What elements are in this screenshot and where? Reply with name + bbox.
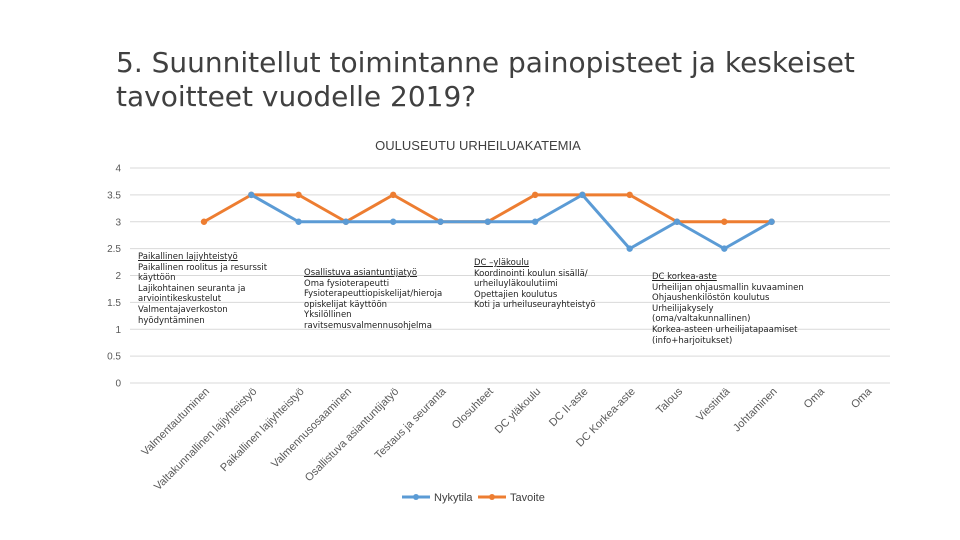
series-nykytila	[248, 191, 775, 252]
note-line: arviointikeskustelut	[138, 294, 222, 305]
data-point	[626, 191, 633, 199]
series-line	[250, 193, 773, 251]
y-tick-label: 0.5	[107, 352, 121, 363]
note-dc-ylakoulu: DC –yläkoulu Koordinointi koulun sisällä…	[474, 258, 596, 311]
legend-label: Nykytila	[434, 492, 473, 504]
data-point	[721, 245, 728, 252]
note-line: Koti ja urheiluseurayhteistyö	[474, 300, 596, 311]
note-line: Lajikohtainen seuranta ja	[138, 283, 246, 294]
y-axis-ticks: 0 0.5 1 1.5 2 2.5 3 3.5 4	[107, 164, 121, 390]
legend-label: Tavoite	[510, 492, 545, 504]
x-category-label: DC yläkoulu	[493, 386, 543, 436]
y-tick-label: 1	[115, 325, 121, 336]
series-lines	[200, 191, 775, 252]
note-line: käyttöön	[138, 273, 176, 284]
x-category-label: Oma	[802, 385, 828, 411]
legend-marker	[413, 494, 419, 500]
slide-title-line-2: tavoitteet vuodelle 2019?	[116, 80, 477, 113]
note-heading: Paikallinen lajiyhteistyö	[138, 252, 238, 262]
note-line: Fysioterapeuttiopiskelijat/hieroja	[304, 289, 443, 300]
data-point	[437, 218, 444, 225]
note-heading: DC korkea-aste	[652, 272, 717, 282]
data-point	[295, 218, 302, 225]
y-tick-label: 0	[115, 379, 121, 390]
note-line: (oma/valtakunnallinen)	[652, 314, 751, 325]
y-tick-label: 2.5	[107, 244, 121, 255]
note-line: Urheilijakysely	[652, 303, 714, 314]
data-point	[200, 218, 208, 225]
note-line: Opettajien koulutus	[474, 289, 558, 300]
data-point	[673, 218, 681, 225]
data-point	[295, 191, 302, 199]
data-point	[721, 218, 728, 225]
legend-marker	[489, 494, 495, 500]
x-category-label: Paikallinen lajiyhteistyö	[218, 386, 306, 474]
note-heading: Osallistuva asiantuntijatyö	[304, 268, 418, 278]
x-category-label: Johtaminen	[731, 386, 780, 435]
y-tick-label: 2	[115, 271, 121, 282]
note-dc-korkea-aste: DC korkea-aste Urheilijan ohjausmallin k…	[652, 272, 804, 346]
y-tick-label: 4	[115, 164, 121, 175]
legend-item-tavoite: Tavoite	[478, 492, 545, 504]
note-line: Korkea-asteen urheilijatapaamiset	[652, 324, 798, 335]
legend: Nykytila Tavoite	[402, 492, 545, 504]
note-line: (info+harjoitukset)	[652, 335, 733, 346]
slide-title-line-1: 5. Suunnitellut toimintanne painopisteet…	[116, 46, 855, 79]
y-tick-label: 3.5	[107, 190, 121, 201]
x-category-label: Osallistuva asiantuntijatyö	[303, 386, 401, 484]
note-line: urheiluyläkoulutiimi	[474, 279, 558, 290]
data-point	[626, 245, 633, 252]
y-tick-label: 1.5	[107, 298, 121, 309]
data-point	[390, 218, 397, 225]
note-line: Urheilijan ohjausmallin kuvaaminen	[652, 282, 804, 293]
note-heading: DC –yläkoulu	[474, 258, 529, 268]
note-line: ravitsemusvalmennusohjelma	[304, 320, 432, 331]
note-line: Oma fysioterapeutti	[304, 278, 390, 289]
note-line: Valmentajaverkoston	[138, 304, 228, 315]
x-category-label: Oma	[849, 385, 875, 411]
note-paikallinen-lajiyhteistyo: Paikallinen lajiyhteistyö Paikallinen ro…	[138, 252, 267, 326]
note-line: Ohjaushenkilöstön koulutus	[652, 293, 770, 304]
note-osallistuva-asiantuntijatyo: Osallistuva asiantuntijatyö Oma fysioter…	[304, 268, 442, 332]
data-point	[390, 191, 397, 199]
data-point	[484, 218, 491, 225]
data-point	[579, 191, 586, 199]
y-tick-label: 3	[115, 217, 121, 228]
data-point	[768, 218, 775, 225]
x-category-label: Valmennusosaaminen	[269, 386, 354, 471]
data-point	[531, 218, 539, 225]
note-line: Yksilöllinen	[304, 310, 352, 321]
x-category-label: Olosuhteet	[450, 386, 496, 432]
note-line: opiskelijat käyttöön	[304, 299, 388, 310]
note-line: hyödyntäminen	[138, 315, 205, 326]
data-point	[342, 218, 350, 225]
x-category-label: Talous	[654, 385, 685, 416]
grid-lines	[130, 167, 890, 384]
note-line: Koordinointi koulun sisällä/	[474, 268, 588, 279]
chart-title: OULUSEUTU URHEILUAKATEMIA	[375, 138, 581, 153]
x-category-label: DC II-aste	[547, 386, 590, 429]
slide-title: 5. Suunnitellut toimintanne painopisteet…	[116, 46, 876, 114]
note-line: Paikallinen roolitus ja resurssit	[138, 262, 268, 273]
data-point	[531, 191, 539, 199]
x-category-label: Viestintä	[694, 385, 733, 424]
legend-item-nykytila: Nykytila	[402, 492, 473, 504]
data-point	[248, 191, 255, 199]
